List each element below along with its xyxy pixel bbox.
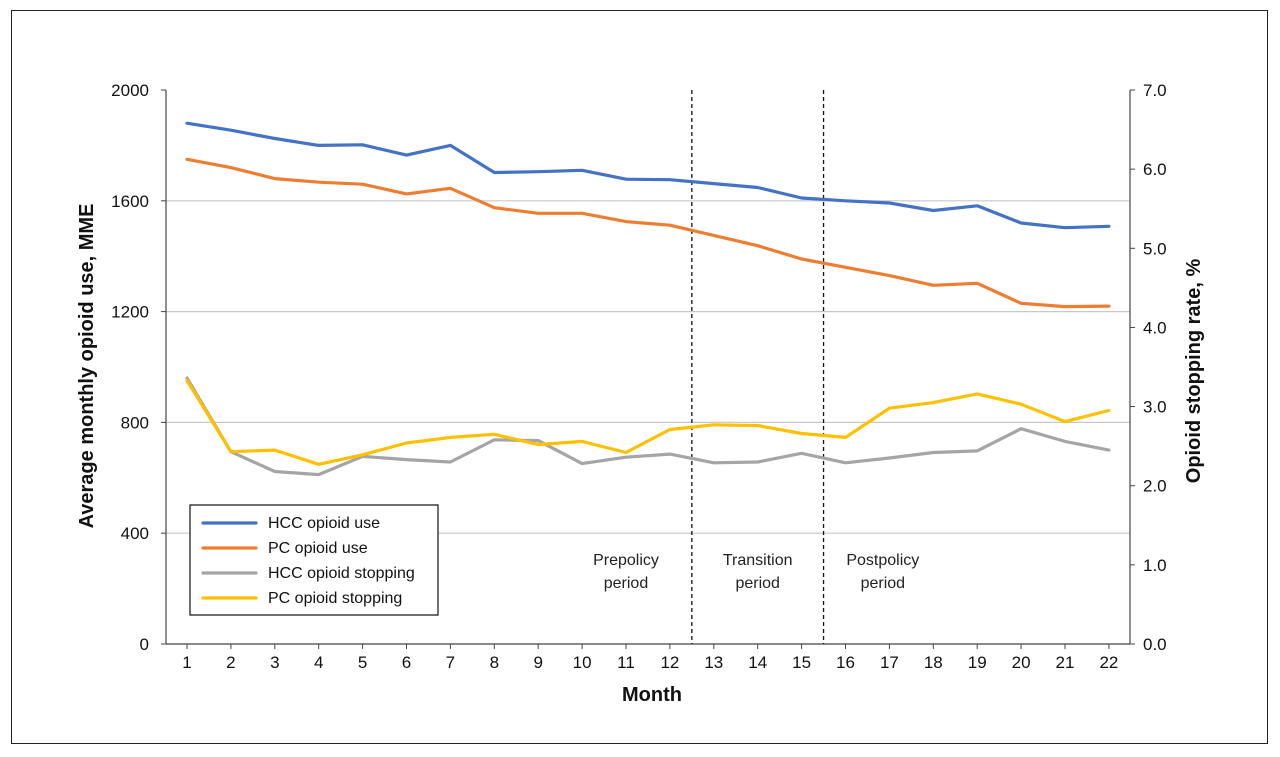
plot-area — [165, 90, 1131, 645]
legend-label: HCC opioid use — [268, 515, 380, 532]
right-tick-label: 2.0 — [1143, 477, 1167, 496]
x-tick-label: 8 — [490, 653, 499, 672]
left-tick-label: 800 — [121, 413, 149, 432]
x-tick-label: 17 — [880, 653, 899, 672]
x-tick-label: 15 — [792, 653, 811, 672]
x-tick-label: 3 — [270, 653, 279, 672]
right-tick-label: 0.0 — [1143, 635, 1167, 654]
x-tick-label: 11 — [617, 653, 635, 672]
left-tick-label: 0 — [140, 635, 149, 654]
x-axis-title: Month — [622, 684, 682, 706]
right-tick-label: 1.0 — [1143, 556, 1167, 575]
x-tick-label: 1 — [182, 653, 191, 672]
period-label-line2: period — [604, 575, 648, 592]
legend-label: PC opioid use — [268, 540, 368, 557]
right-tick-label: 5.0 — [1143, 239, 1167, 258]
x-tick-label: 18 — [924, 653, 943, 672]
left-axis-title: Average monthly opioid use, MME — [76, 204, 98, 529]
x-tick-label: 10 — [573, 653, 592, 672]
x-tick-label: 13 — [704, 653, 723, 672]
x-tick-label: 9 — [533, 653, 542, 672]
x-tick-label: 21 — [1056, 653, 1075, 672]
x-tick-label: 20 — [1012, 653, 1031, 672]
x-tick-label: 2 — [226, 653, 235, 672]
left-tick-label: 400 — [121, 524, 149, 543]
right-tick-label: 6.0 — [1143, 160, 1167, 179]
x-tick-label: 19 — [968, 653, 987, 672]
x-tick-label: 4 — [314, 653, 323, 672]
period-label-line1: Prepolicy — [593, 552, 659, 569]
series-lines — [185, 121, 1111, 477]
legend: HCC opioid use PC opioid use HCC opioid st… — [189, 504, 439, 616]
x-tick-label: 16 — [836, 653, 855, 672]
period-label-line1: Postpolicy — [846, 552, 919, 569]
x-tick-label: 7 — [446, 653, 455, 672]
series-line-pc-opioid-use — [185, 157, 1111, 309]
right-axis-title: Opioid stopping rate, % — [1183, 259, 1205, 484]
series-line-pc-opioid-stopping — [185, 378, 1111, 466]
x-tick-label: 12 — [660, 653, 679, 672]
period-label-line2: period — [861, 575, 905, 592]
legend-label: PC opioid stopping — [268, 590, 402, 607]
period-label-line1: Transition — [723, 552, 793, 569]
period-label-line2: period — [735, 575, 779, 592]
period-labels: Prepolicy period Transition period Postpolic… — [593, 552, 919, 592]
x-tick-label: 5 — [358, 653, 367, 672]
legend-label: HCC opioid stopping — [268, 565, 415, 582]
left-tick-label: 2000 — [111, 81, 149, 100]
x-tick-label: 14 — [748, 653, 767, 672]
left-tick-label: 1600 — [111, 192, 149, 211]
series-line-hcc-opioid-stopping — [185, 376, 1111, 477]
x-tick-label: 6 — [402, 653, 411, 672]
gridlines — [166, 200, 1130, 534]
x-tick-label: 22 — [1099, 653, 1118, 672]
left-tick-label: 1200 — [111, 303, 149, 322]
figure-frame — [11, 10, 1268, 744]
axis-ticks: 1 2 3 4 5 6 7 8 9 10 11 12 13 14 15 16 17 18 19 20 21 2204008… — [111, 81, 1166, 672]
right-tick-label: 4.0 — [1143, 318, 1167, 337]
right-tick-label: 3.0 — [1143, 398, 1167, 417]
series-line-hcc-opioid-use — [185, 121, 1111, 230]
right-tick-label: 7.0 — [1143, 81, 1167, 100]
